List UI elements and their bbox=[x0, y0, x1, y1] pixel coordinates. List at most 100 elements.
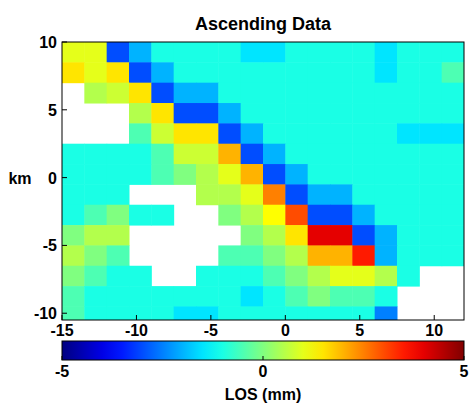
cells bbox=[62, 42, 464, 320]
cell bbox=[330, 123, 353, 144]
cell bbox=[285, 62, 308, 83]
cell bbox=[218, 42, 241, 63]
cell bbox=[330, 225, 353, 246]
cell bbox=[285, 205, 308, 226]
cell bbox=[174, 42, 197, 63]
cell bbox=[330, 205, 353, 226]
cell bbox=[62, 245, 85, 266]
cell bbox=[442, 245, 464, 266]
cell bbox=[397, 123, 420, 144]
cell bbox=[107, 245, 130, 266]
cell bbox=[174, 144, 197, 165]
cell bbox=[397, 62, 420, 83]
cell bbox=[308, 205, 331, 226]
cell bbox=[151, 306, 174, 320]
cell bbox=[419, 245, 442, 266]
cell bbox=[151, 103, 174, 124]
cell bbox=[107, 83, 130, 104]
y-tick-label: 10 bbox=[39, 34, 57, 51]
y-tick bbox=[62, 313, 67, 314]
cell bbox=[196, 83, 219, 104]
cell bbox=[308, 144, 331, 165]
cell bbox=[218, 184, 241, 205]
cell bbox=[308, 266, 331, 287]
cell bbox=[218, 306, 241, 320]
cell bbox=[330, 184, 353, 205]
cell bbox=[285, 83, 308, 104]
colorbar-tick bbox=[62, 356, 63, 360]
cell bbox=[397, 144, 420, 165]
cell bbox=[330, 286, 353, 307]
cell bbox=[308, 245, 331, 266]
cell bbox=[442, 225, 464, 246]
cell bbox=[419, 42, 442, 63]
cell bbox=[151, 286, 174, 307]
cell bbox=[308, 306, 331, 320]
cell bbox=[241, 42, 264, 63]
cell bbox=[308, 225, 331, 246]
cell bbox=[308, 164, 331, 185]
cell bbox=[174, 83, 197, 104]
cell bbox=[174, 164, 197, 185]
cell bbox=[62, 164, 85, 185]
cell bbox=[263, 225, 286, 246]
cell bbox=[352, 184, 375, 205]
cell bbox=[129, 164, 152, 185]
cell bbox=[442, 164, 464, 185]
cell bbox=[419, 144, 442, 165]
cell bbox=[330, 83, 353, 104]
x-tick bbox=[210, 315, 211, 320]
cell bbox=[352, 245, 375, 266]
cell bbox=[62, 225, 85, 246]
x-tick-label: 5 bbox=[355, 322, 364, 339]
cell bbox=[129, 103, 152, 124]
cell bbox=[352, 144, 375, 165]
cell bbox=[397, 225, 420, 246]
cell bbox=[196, 266, 219, 287]
cell bbox=[352, 225, 375, 246]
cell bbox=[352, 83, 375, 104]
cell bbox=[241, 164, 264, 185]
cell bbox=[308, 42, 331, 63]
cell bbox=[263, 103, 286, 124]
cell bbox=[263, 245, 286, 266]
cell bbox=[218, 286, 241, 307]
cell bbox=[151, 42, 174, 63]
cell bbox=[129, 123, 152, 144]
cell bbox=[62, 266, 85, 287]
cell bbox=[129, 306, 152, 320]
cell bbox=[151, 144, 174, 165]
cell bbox=[174, 123, 197, 144]
x-tick-label: 0 bbox=[281, 322, 290, 339]
cell bbox=[419, 83, 442, 104]
cell bbox=[241, 286, 264, 307]
cell bbox=[352, 123, 375, 144]
x-tick-label: -10 bbox=[125, 322, 148, 339]
cell bbox=[397, 83, 420, 104]
cell bbox=[419, 123, 442, 144]
cell bbox=[352, 103, 375, 124]
cell bbox=[397, 103, 420, 124]
cell bbox=[196, 286, 219, 307]
cell bbox=[352, 266, 375, 287]
cell bbox=[129, 62, 152, 83]
x-tick-label: 10 bbox=[425, 322, 443, 339]
cell bbox=[285, 42, 308, 63]
cell bbox=[196, 62, 219, 83]
cell bbox=[129, 286, 152, 307]
cell bbox=[263, 286, 286, 307]
y-axis-title: km bbox=[8, 170, 31, 187]
cell bbox=[375, 103, 398, 124]
cell bbox=[107, 266, 130, 287]
cell bbox=[397, 205, 420, 226]
cell bbox=[174, 306, 197, 320]
cell bbox=[285, 184, 308, 205]
cell bbox=[241, 205, 264, 226]
chart: Ascending Data-15-10-50510-10-50510km-50… bbox=[0, 0, 473, 417]
cell bbox=[174, 62, 197, 83]
cell bbox=[62, 42, 85, 63]
cell bbox=[129, 83, 152, 104]
cell bbox=[107, 164, 130, 185]
cell bbox=[285, 286, 308, 307]
y-tick bbox=[62, 42, 67, 43]
